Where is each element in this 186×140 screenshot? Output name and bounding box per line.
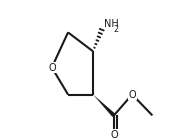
Text: NH: NH <box>104 19 118 29</box>
Text: O: O <box>128 89 136 100</box>
Text: O: O <box>110 130 118 140</box>
Polygon shape <box>93 94 116 117</box>
Text: 2: 2 <box>113 24 118 33</box>
Text: O: O <box>48 62 56 73</box>
